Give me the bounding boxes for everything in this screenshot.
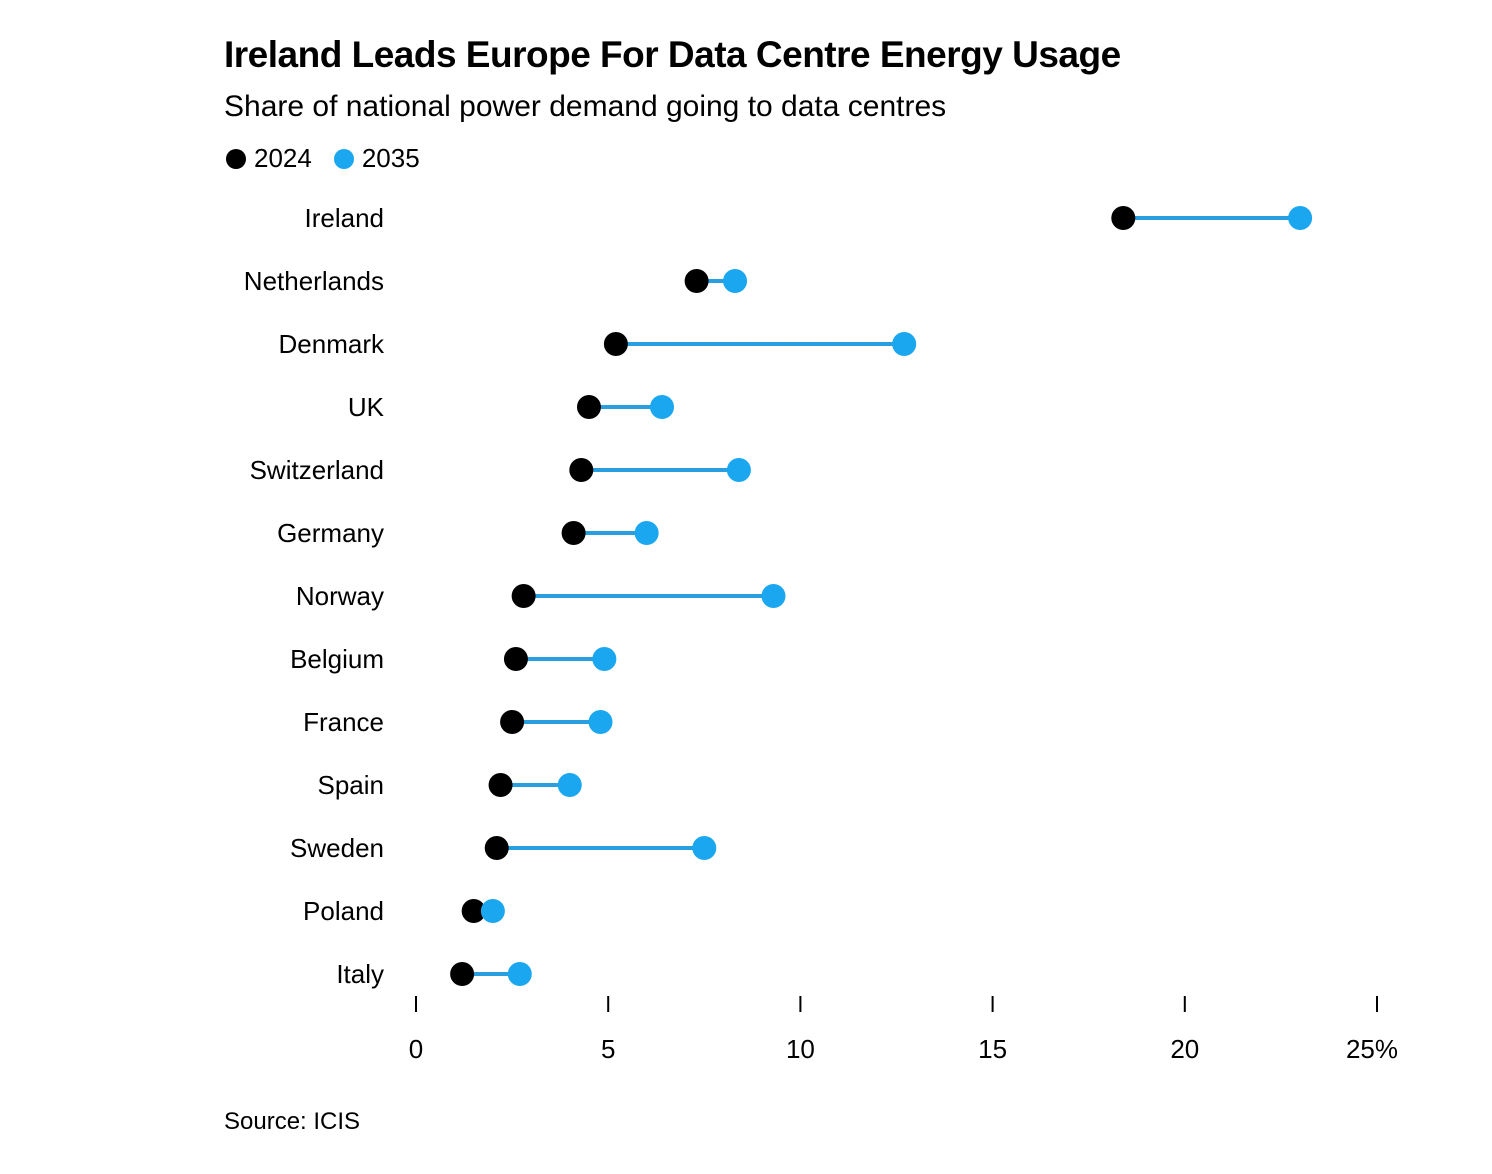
point-2035 bbox=[480, 899, 505, 923]
connectors bbox=[462, 216, 1301, 976]
point-2035 bbox=[892, 332, 917, 356]
point-2035 bbox=[723, 269, 748, 293]
point-2024 bbox=[461, 899, 486, 923]
category-label: Italy bbox=[336, 959, 384, 989]
point-2024 bbox=[684, 269, 709, 293]
category-label: Germany bbox=[277, 518, 384, 548]
point-2035 bbox=[557, 773, 582, 797]
point-2024 bbox=[576, 395, 601, 419]
chart-subtitle: Share of national power demand going to … bbox=[224, 90, 947, 123]
x-tick-label: 25% bbox=[1346, 1034, 1398, 1064]
chart-title: Ireland Leads Europe For Data Centre Ene… bbox=[224, 34, 1121, 75]
x-tick-label: 15 bbox=[978, 1034, 1007, 1064]
legend-label-2024: 2024 bbox=[254, 143, 312, 173]
point-2024 bbox=[569, 458, 594, 482]
source-note: Source: ICIS bbox=[224, 1108, 361, 1135]
category-label: Switzerland bbox=[250, 455, 384, 485]
point-2024 bbox=[488, 773, 513, 797]
point-2024 bbox=[500, 710, 525, 734]
x-tick-label: 0 bbox=[409, 1034, 423, 1064]
category-labels: Ireland Netherlands Denmark UK Switzerland Ge… bbox=[244, 203, 385, 989]
point-2024 bbox=[503, 647, 528, 671]
point-2035 bbox=[692, 836, 717, 860]
legend: 2024 2035 bbox=[226, 143, 442, 174]
point-2024 bbox=[561, 521, 586, 545]
legend-label-2035: 2035 bbox=[361, 143, 420, 173]
legend-dot-2035-icon bbox=[333, 148, 354, 169]
point-2035 bbox=[650, 395, 675, 419]
point-2035 bbox=[592, 647, 617, 671]
category-label: UK bbox=[348, 392, 385, 422]
legend-item-2035: 2035 bbox=[333, 143, 420, 174]
point-2035 bbox=[726, 458, 751, 482]
point-2035 bbox=[1288, 206, 1313, 230]
point-2024 bbox=[1111, 206, 1136, 230]
x-tick-label: 20 bbox=[1170, 1034, 1199, 1064]
point-2035 bbox=[588, 710, 613, 734]
point-2024 bbox=[484, 836, 509, 860]
category-label: Sweden bbox=[290, 833, 384, 863]
category-label: Poland bbox=[303, 896, 384, 926]
category-label: Norway bbox=[296, 581, 384, 611]
point-2024 bbox=[511, 584, 536, 608]
point-2035 bbox=[634, 521, 659, 545]
category-label: France bbox=[303, 707, 384, 737]
category-label: Ireland bbox=[305, 203, 385, 233]
point-2024 bbox=[450, 962, 475, 986]
points bbox=[450, 206, 1313, 986]
legend-dot-2024-icon bbox=[226, 148, 246, 169]
legend-item-2024: 2024 bbox=[226, 143, 312, 174]
point-2024 bbox=[603, 332, 628, 356]
category-label: Spain bbox=[318, 770, 385, 800]
category-label: Netherlands bbox=[244, 266, 384, 296]
category-label: Belgium bbox=[290, 644, 384, 674]
x-tick-label: 5 bbox=[601, 1034, 615, 1064]
category-label: Denmark bbox=[279, 329, 385, 359]
point-2035 bbox=[507, 962, 532, 986]
x-axis: 0 5 10 15 20 25% bbox=[409, 996, 1398, 1064]
x-tick-label: 10 bbox=[786, 1034, 815, 1064]
point-2035 bbox=[761, 584, 786, 608]
